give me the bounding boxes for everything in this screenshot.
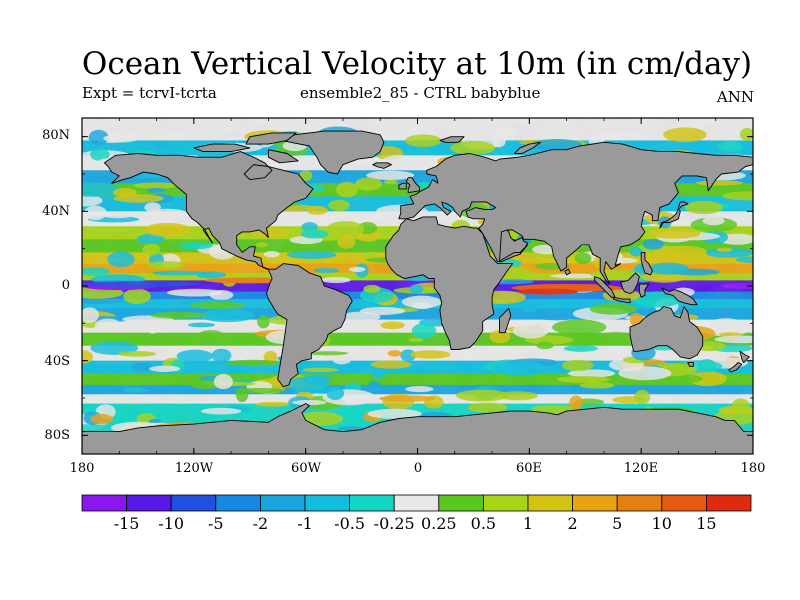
season-label: ANN <box>716 88 754 106</box>
colorbar-tick-label: 10 <box>651 514 672 533</box>
colorbar-tick-label: -1 <box>297 514 313 533</box>
land-south-america <box>266 263 353 388</box>
land-sulawesi <box>638 283 650 298</box>
land-arabian-iran <box>499 229 528 263</box>
land-mask <box>82 130 753 454</box>
lat-label-40n: 40N <box>42 204 70 219</box>
land-borneo <box>620 272 640 294</box>
colorbar-tick-label: -10 <box>158 514 185 533</box>
map-title: Ocean Vertical Velocity at 10m (in cm/da… <box>81 46 753 82</box>
ensemble-label: ensemble2_85 - CTRL babyblue <box>300 84 541 102</box>
lon-label-180w: 180 <box>69 461 95 476</box>
colorbar-tick-label: 15 <box>696 514 717 533</box>
colorbar-tick-label: 2 <box>567 514 578 533</box>
land-philippines <box>640 251 653 276</box>
lat-label-80n: 80N <box>42 128 70 143</box>
experiment-label: Expt = tcrvI-tcrta <box>82 84 217 102</box>
land-canadian-arch-2 <box>245 132 297 145</box>
land-sri-lanka <box>564 268 571 276</box>
lon-label-120w: 120W <box>174 461 214 476</box>
land-madagascar <box>499 307 512 334</box>
land-ireland <box>398 182 407 190</box>
lon-label-60w: 60W <box>291 461 321 476</box>
land-novaya-zemlya <box>513 141 541 154</box>
lon-label-120e: 120E <box>623 461 659 476</box>
land-svalbard <box>439 136 465 143</box>
lat-label-40s: 40S <box>44 354 70 369</box>
land-australia <box>629 306 704 360</box>
lat-label-80s: 80S <box>44 428 70 443</box>
colorbar-tick-label: 0.5 <box>470 514 497 533</box>
colorbar-tick-label: -2 <box>252 514 269 533</box>
land-africa <box>385 216 514 350</box>
land-iceland <box>372 162 392 169</box>
colorbar-tick-label: -0.25 <box>373 514 415 533</box>
colorbar-tick-label: 5 <box>612 514 623 533</box>
land-new-guinea <box>661 287 698 306</box>
land-tasmania <box>687 362 694 367</box>
land-canadian-arch-1 <box>193 143 251 153</box>
land-greenland <box>280 130 385 175</box>
lon-label-60e: 60E <box>515 461 543 476</box>
lat-label-eq: 0 <box>61 278 70 293</box>
land-canadian-arch-3 <box>267 149 299 164</box>
colorbar-tick-label: 1 <box>522 514 534 533</box>
land-eurasia <box>398 141 753 285</box>
land-antarctica <box>82 403 753 454</box>
land-new-zealand-s <box>728 362 743 373</box>
axis-ticks <box>81 118 754 454</box>
colorbar-tick-label: -0.5 <box>334 514 366 533</box>
land-new-zealand-n <box>739 350 750 363</box>
colorbar-tick-label: -5 <box>208 514 224 533</box>
lon-label-0: 0 <box>413 461 423 476</box>
colorbar-tick-label: 0.25 <box>420 514 457 533</box>
colorbar-tick-label: -15 <box>113 514 140 533</box>
land-north-america <box>103 151 314 272</box>
land-uk <box>405 177 420 194</box>
lon-label-180e: 180 <box>740 461 766 476</box>
land-java <box>612 296 631 304</box>
land-japan <box>659 201 689 229</box>
